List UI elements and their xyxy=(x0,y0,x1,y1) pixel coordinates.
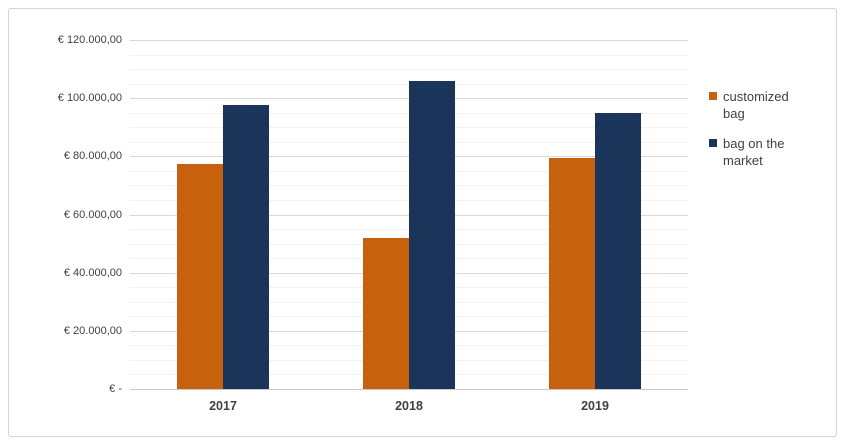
bar-customized-bag-2018 xyxy=(363,238,409,389)
bar-bag-on-the-market-2017 xyxy=(223,105,269,389)
x-axis-category-label: 2018 xyxy=(395,399,423,413)
legend-color-swatch xyxy=(709,139,717,147)
y-axis-tick-label: € 20.000,00 xyxy=(63,324,122,337)
legend-item-customized-bag: customized bag xyxy=(709,88,813,122)
bar-bag-on-the-market-2019 xyxy=(595,113,641,389)
y-axis-tick-label: € 100.000,00 xyxy=(57,92,122,105)
bar-bag-on-the-market-2018 xyxy=(409,81,455,389)
legend-color-swatch xyxy=(709,92,717,100)
gridline-minor xyxy=(130,55,688,56)
legend-label: customized bag xyxy=(723,89,789,121)
gridline-minor xyxy=(130,69,688,70)
legend-item-bag-on-the-market: bag on the market xyxy=(709,135,813,169)
y-axis-tick-label: € 120.000,00 xyxy=(57,34,122,46)
x-axis-category-label: 2019 xyxy=(581,399,609,413)
gridline-major xyxy=(130,40,688,41)
x-axis-category-label: 2017 xyxy=(209,399,237,413)
bar-customized-bag-2017 xyxy=(177,164,223,389)
bar-customized-bag-2019 xyxy=(549,158,595,389)
legend-label: bag on the market xyxy=(723,136,785,168)
y-axis-tick-label: € 80.000,00 xyxy=(63,150,122,163)
y-axis-tick-label: € - xyxy=(109,383,122,395)
y-axis-tick-label: € 40.000,00 xyxy=(63,266,122,279)
x-axis-line xyxy=(130,389,688,390)
y-axis-tick-label: € 60.000,00 xyxy=(63,208,122,221)
figure-border xyxy=(8,8,837,437)
